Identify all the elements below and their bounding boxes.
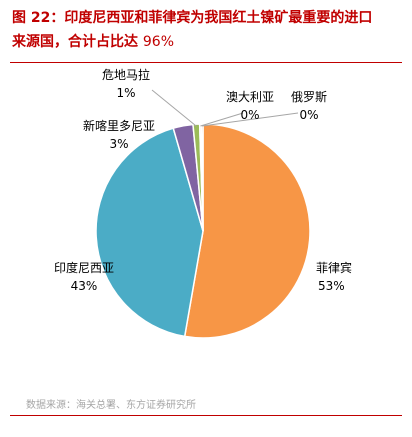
slice-name-label: 新喀里多尼亚 (83, 118, 155, 133)
chart-title-line-1: 图 22：印度尼西亚和菲律宾为我国红土镍矿最重要的进口 (12, 10, 373, 26)
slice-name-label: 俄罗斯 (291, 90, 327, 104)
slice-value-label: 43% (71, 279, 98, 293)
slice-value-label: 1% (116, 86, 135, 100)
pie-slice-1 (183, 123, 311, 339)
slice-name-label: 危地马拉 (102, 67, 150, 82)
pie-slice-2 (95, 127, 204, 338)
chart-title-line-2: 来源国，合计占比达 96% (12, 30, 404, 54)
chart-title-line-2-value: 96% (142, 34, 174, 50)
slice-name-label: 菲律宾 (316, 260, 352, 275)
slice-value-label: 0% (240, 108, 259, 122)
slice-name-label: 澳大利亚 (226, 90, 274, 104)
source-note: 数据来源：海关总署、东方证券研究所 (26, 400, 196, 411)
pie-slice-6 (200, 123, 204, 232)
slice-value-label: 3% (109, 137, 128, 151)
footer-divider (10, 415, 402, 416)
slice-labels: 菲律宾 53% 印度尼西亚 43% 新喀里多尼亚 3% 危地马拉 1% 澳大利亚 0% 俄罗斯 0% (54, 67, 352, 293)
chart-title-line-2-text: 来源国，合计占比达 (12, 34, 138, 50)
slice-name-label: 印度尼西亚 (54, 260, 114, 275)
leader-line-6 (202, 112, 299, 127)
pie-slices (95, 123, 311, 339)
leader-lines (151, 89, 299, 127)
title-divider (10, 62, 402, 63)
slice-value-label: 53% (318, 279, 345, 293)
chart-title: 图 22：印度尼西亚和菲律宾为我国红土镍矿最重要的进口 来源国，合计占比达 96… (12, 6, 404, 54)
leader-line-4 (151, 89, 197, 127)
slice-value-label: 0% (299, 108, 318, 122)
leader-line-5 (200, 112, 244, 127)
